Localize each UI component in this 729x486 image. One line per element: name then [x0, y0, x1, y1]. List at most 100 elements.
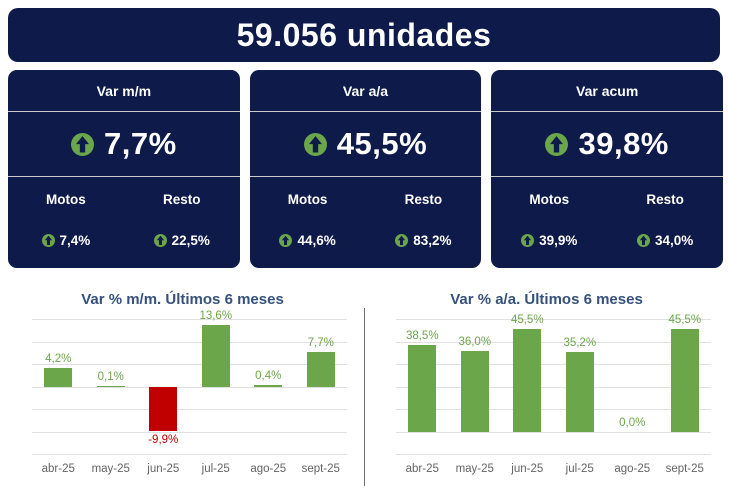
up-arrow-icon	[636, 234, 650, 247]
gridline	[32, 319, 347, 320]
kpi-title: Var m/m	[8, 70, 240, 112]
bar-jul-25[interactable]	[201, 325, 230, 387]
kpi-value: 39,8%	[578, 126, 669, 161]
gridline	[396, 386, 711, 388]
bar-value-label: 0,0%	[619, 416, 646, 429]
gridline	[396, 319, 711, 320]
x-axis-label: sept-25	[301, 463, 340, 475]
bar-value-label: 0,4%	[255, 369, 282, 382]
resto-value: 22,5%	[171, 233, 210, 248]
kpi-value: 7,7%	[104, 126, 177, 161]
bar-abr-25[interactable]	[408, 344, 437, 432]
kpi-motos-column: Motos 7,4%	[8, 192, 124, 248]
bar-abr-25[interactable]	[44, 367, 73, 387]
total-units-card: 59.056 unidades	[8, 8, 720, 62]
motos-value: 39,9%	[539, 233, 578, 248]
motos-value-row: 44,6%	[279, 233, 336, 248]
kpi-resto-column: Resto 22,5%	[124, 192, 240, 248]
resto-label: Resto	[404, 192, 443, 207]
bar-chart-plot: 38,5% 36,0% 45,5% 35,2% 0,0% 45,5%	[396, 314, 711, 455]
x-axis-label: may-25	[455, 463, 494, 475]
motos-value: 7,4%	[59, 233, 91, 248]
resto-value-row: 22,5%	[153, 233, 210, 248]
bar-value-label: 35,2%	[563, 337, 597, 350]
up-arrow-icon	[279, 234, 293, 247]
x-axis-label: jun-25	[147, 463, 180, 475]
kpi-breakdown: Motos 7,4% Resto 22,5%	[8, 177, 240, 268]
gridline	[32, 341, 347, 343]
bar-jul-25[interactable]	[565, 352, 594, 432]
resto-value: 83,2%	[413, 233, 452, 248]
chart-title: Var % a/a. Últimos 6 meses	[450, 291, 643, 308]
kpi-title: Var acum	[491, 70, 724, 112]
bar-value-label: 13,6%	[199, 310, 233, 323]
kpi-breakdown: Motos 39,9% Resto 34,0%	[491, 177, 723, 268]
kpi-main-value-row: 7,7%	[8, 112, 240, 177]
bar-value-label: 7,7%	[307, 336, 334, 349]
motos-label: Motos	[529, 192, 570, 207]
up-arrow-icon	[545, 132, 569, 156]
kpi-card-var-aa: Var a/a 45,5% Motos 44,6% Resto	[249, 70, 482, 268]
kpi-card-var-mm: Var m/m 7,7% Motos 7,4% Resto 22	[8, 70, 240, 268]
gridline	[396, 341, 711, 343]
x-axis-label: abr-25	[41, 463, 75, 475]
chart-var-mm: Var % m/m. Últimos 6 meses 4,2% 0,1% -9,9%…	[8, 285, 357, 486]
bar-jun-25[interactable]	[149, 386, 178, 432]
kpi-card-var-acum: Var acum 39,8% Motos 39,9% Resto	[491, 70, 724, 268]
bar-value-label: 45,5%	[668, 314, 702, 327]
resto-value-row: 83,2%	[395, 233, 452, 248]
up-arrow-icon	[153, 234, 167, 247]
bar-sept-25[interactable]	[670, 329, 699, 432]
chart-title: Var % m/m. Últimos 6 meses	[81, 291, 284, 308]
x-axis-label: jul-25	[201, 463, 230, 475]
resto-value-row: 34,0%	[636, 233, 694, 248]
resto-label: Resto	[162, 192, 201, 207]
kpi-row: Var m/m 7,7% Motos 7,4% Resto 22	[8, 70, 724, 268]
bar-value-label: 38,5%	[405, 329, 439, 342]
up-arrow-icon	[41, 234, 55, 247]
up-arrow-icon	[395, 234, 409, 247]
bar-ago-25[interactable]	[254, 384, 283, 387]
motos-label: Motos	[287, 192, 328, 207]
gridline	[32, 409, 347, 410]
bar-chart-plot: 4,2% 0,1% -9,9% 13,6% 0,4% 7,7%	[32, 310, 347, 455]
x-axis: abr-25 may-25 jun-25 jul-25 ago-25 sept-25	[32, 463, 347, 475]
gridline	[32, 431, 347, 433]
gridline	[396, 454, 711, 455]
x-axis-label: may-25	[91, 463, 130, 475]
gridline	[32, 386, 347, 388]
kpi-title: Var a/a	[249, 70, 482, 112]
up-arrow-icon	[71, 132, 94, 156]
motos-label: Motos	[46, 192, 86, 207]
x-axis-label: sept-25	[665, 463, 704, 475]
x-axis: abr-25 may-25 jun-25 jul-25 ago-25 sept-25	[396, 463, 711, 475]
x-axis-label: ago-25	[614, 463, 651, 475]
bar-value-label: -9,9%	[148, 434, 179, 447]
motos-value: 44,6%	[297, 233, 336, 248]
bar-sept-25[interactable]	[306, 351, 335, 387]
bar-value-label: 36,0%	[458, 335, 492, 348]
kpi-resto-column: Resto 83,2%	[366, 192, 482, 248]
up-arrow-icon	[303, 132, 327, 156]
up-arrow-icon	[521, 234, 535, 247]
chart-var-aa: Var % a/a. Últimos 6 meses 38,5% 36,0% 45,…	[372, 285, 721, 486]
resto-label: Resto	[646, 192, 684, 207]
gridline	[32, 454, 347, 455]
gridline	[396, 409, 711, 410]
kpi-main-value-row: 39,8%	[491, 112, 724, 177]
gridline	[32, 364, 347, 365]
kpi-value: 45,5%	[336, 126, 428, 161]
bar-may-25[interactable]	[460, 350, 489, 432]
bar-jun-25[interactable]	[513, 329, 542, 432]
x-axis-label: jul-25	[565, 463, 594, 475]
kpi-breakdown: Motos 44,6% Resto 83,2%	[250, 177, 482, 268]
x-axis-label: abr-25	[405, 463, 439, 475]
bar-value-label: 45,5%	[510, 314, 544, 327]
bar-value-label: 0,1%	[97, 371, 124, 384]
charts-divider-line	[364, 308, 365, 486]
resto-value: 34,0%	[654, 233, 694, 248]
kpi-resto-column: Resto 34,0%	[607, 192, 723, 248]
bar-value-label: 4,2%	[45, 352, 72, 365]
motos-value-row: 7,4%	[41, 233, 91, 248]
